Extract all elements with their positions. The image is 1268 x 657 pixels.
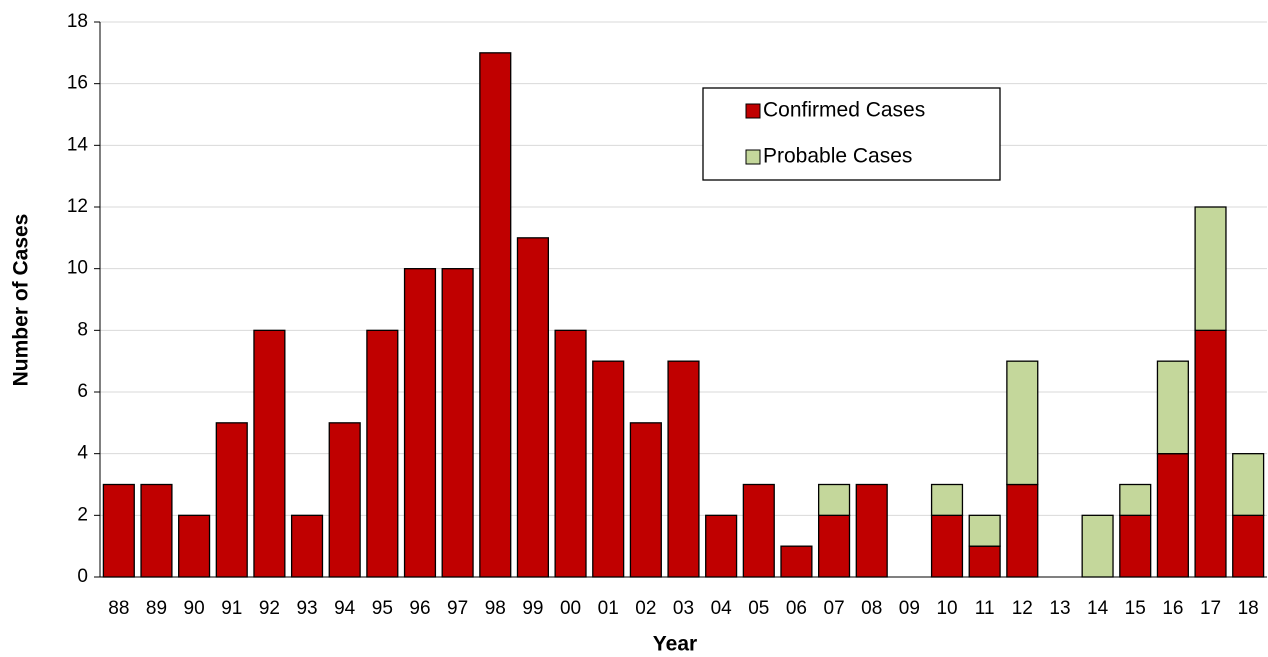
y-tick-label: 12	[67, 196, 88, 217]
x-tick-label: 01	[598, 598, 619, 619]
bar-segment	[1119, 514, 1152, 578]
x-tick-label: 98	[485, 598, 506, 619]
bar-segment	[178, 514, 211, 578]
bar-segment	[253, 329, 286, 578]
bar-segment	[290, 514, 324, 578]
x-tick-label: 96	[409, 598, 430, 619]
bar-segment	[366, 329, 399, 578]
x-tick-label: 09	[899, 598, 920, 619]
bar-segment	[140, 483, 173, 578]
y-tick-label: 4	[77, 443, 88, 464]
legend-swatch	[745, 149, 761, 165]
x-tick-label: 04	[711, 598, 733, 619]
x-tick-label: 11	[975, 598, 995, 619]
bar-segment	[1081, 514, 1114, 578]
y-tick-label: 2	[77, 504, 88, 525]
x-tick-label: 03	[673, 598, 694, 619]
bar-segment	[441, 268, 474, 578]
x-tick-label: 16	[1162, 598, 1183, 619]
bar-segment	[667, 360, 700, 578]
x-tick-label: 00	[560, 598, 581, 619]
x-tick-label: 92	[259, 598, 280, 619]
bar-segment	[1006, 360, 1039, 486]
x-tick-label: 10	[936, 598, 957, 619]
bar-segment	[1232, 514, 1265, 578]
bar-segment	[968, 514, 1001, 547]
bar-segment	[930, 514, 964, 578]
bar-segment	[629, 422, 662, 578]
bar-segment	[554, 329, 587, 578]
y-axis-label: Number of Cases	[10, 214, 33, 387]
legend-box	[702, 87, 1001, 181]
bar-segment	[705, 514, 738, 578]
bar-segment	[328, 422, 361, 578]
bar-segment	[930, 483, 964, 516]
x-tick-label: 15	[1125, 598, 1146, 619]
x-tick-label: 08	[861, 598, 882, 619]
x-tick-label: 12	[1012, 598, 1033, 619]
bar-segment	[1156, 453, 1189, 578]
y-tick-label: 14	[67, 134, 89, 155]
x-tick-label: 13	[1049, 598, 1070, 619]
x-tick-label: 02	[635, 598, 656, 619]
bar-segment	[1232, 453, 1265, 516]
bar-segment	[1194, 206, 1227, 331]
x-tick-label: 07	[824, 598, 845, 619]
x-tick-label: 14	[1087, 598, 1109, 619]
bar-segment	[817, 483, 851, 516]
x-tick-label: 05	[748, 598, 769, 619]
bar-segment	[1194, 329, 1227, 578]
x-tick-label: 97	[447, 598, 468, 619]
x-tick-label: 99	[522, 598, 543, 619]
y-tick-label: 16	[67, 73, 88, 94]
bar-segment	[742, 483, 775, 578]
y-tick-label: 6	[77, 381, 88, 402]
y-tick-label: 8	[77, 319, 88, 340]
legend-swatch	[745, 103, 761, 119]
bar-segment	[1156, 360, 1189, 455]
bar-segment	[968, 545, 1001, 578]
x-tick-label: 90	[184, 598, 205, 619]
bar-segment	[1119, 483, 1152, 516]
x-tick-label: 91	[221, 598, 242, 619]
bar-segment	[215, 422, 248, 578]
bar-segment	[479, 52, 512, 578]
y-tick-label: 0	[77, 566, 88, 587]
y-tick-label: 18	[67, 11, 88, 32]
legend-label: Confirmed Cases	[763, 99, 925, 122]
x-tick-label: 06	[786, 598, 807, 619]
bar-segment	[1006, 483, 1039, 578]
bar-segment	[403, 268, 437, 578]
x-tick-label: 94	[334, 598, 356, 619]
bar-segment	[855, 483, 888, 578]
x-tick-label: 93	[296, 598, 317, 619]
x-axis-label: Year	[653, 633, 697, 656]
x-tick-label: 17	[1200, 598, 1221, 619]
x-tick-label: 18	[1238, 598, 1259, 619]
x-tick-label: 88	[108, 598, 129, 619]
y-tick-label: 10	[67, 258, 88, 279]
bar-segment	[592, 360, 625, 578]
bar-segment	[780, 545, 813, 578]
x-tick-label: 89	[146, 598, 167, 619]
bar-segment	[817, 514, 851, 578]
legend-label: Probable Cases	[763, 145, 912, 168]
bar-segment	[516, 237, 550, 578]
x-tick-label: 95	[372, 598, 393, 619]
bar-segment	[102, 483, 135, 578]
